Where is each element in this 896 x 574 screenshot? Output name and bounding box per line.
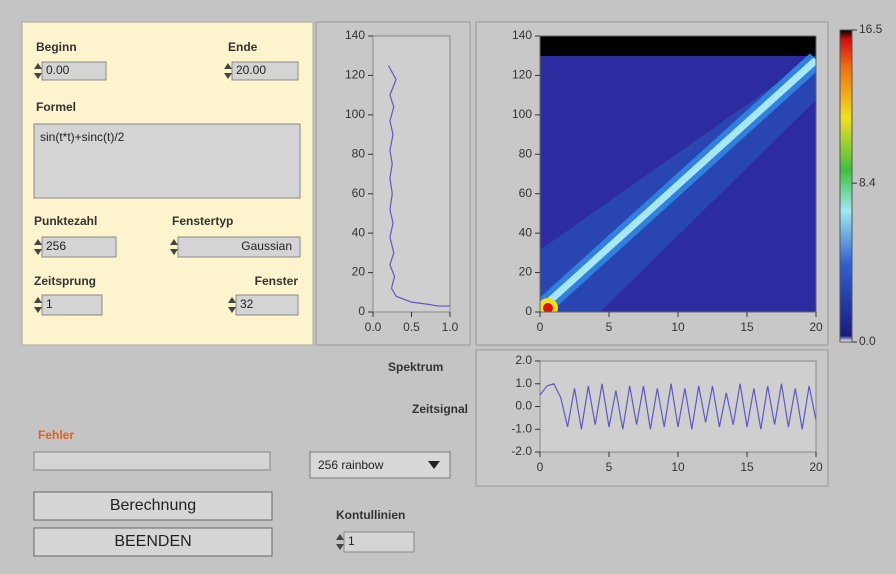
y-tick-label: 40 <box>519 225 533 239</box>
x-tick-label: 15 <box>740 320 754 334</box>
y-tick-label: -2.0 <box>511 444 532 458</box>
y-tick-label: 60 <box>352 186 366 200</box>
label: Punktezahl <box>34 214 97 228</box>
value: 1 <box>348 534 355 548</box>
label: Fenster <box>255 274 299 288</box>
x-tick-label: 10 <box>671 460 685 474</box>
value: 256 rainbow <box>318 458 384 472</box>
plot-area <box>373 36 450 312</box>
y-tick-label: -1.0 <box>511 421 532 435</box>
x-tick-label: 0 <box>537 320 544 334</box>
y-tick-label: 40 <box>352 225 366 239</box>
label: Kontullinien <box>336 508 405 522</box>
value: 1 <box>46 297 53 311</box>
error-label: Fehler <box>38 428 74 442</box>
x-tick-label: 0 <box>537 460 544 474</box>
x-tick-label: 20 <box>809 460 823 474</box>
spectrogram-image <box>538 36 816 318</box>
x-tick-label: 5 <box>606 320 613 334</box>
y-tick-label: 1.0 <box>515 376 532 390</box>
heatmap-top <box>540 36 816 56</box>
y-tick-label: 140 <box>512 28 532 42</box>
x-tick-label: 20 <box>809 320 823 334</box>
y-tick-label: 120 <box>512 68 532 82</box>
value: sin(t*t)+sinc(t)/2 <box>40 130 125 144</box>
value: 0.00 <box>46 63 70 77</box>
y-tick-label: 0 <box>525 304 532 318</box>
label: Ende <box>228 40 258 54</box>
value: Gaussian <box>241 239 292 253</box>
y-tick-label: 0 <box>358 304 365 318</box>
label: Zeitsprung <box>34 274 96 288</box>
value: 20.00 <box>236 63 266 77</box>
y-tick-label: 80 <box>519 146 533 160</box>
x-tick-label: 5 <box>606 460 613 474</box>
y-tick-label: 0.0 <box>859 334 876 348</box>
y-tick-label: 16.5 <box>859 22 883 36</box>
plot-area <box>540 361 816 452</box>
y-tick-label: 20 <box>519 265 533 279</box>
y-tick-label: 60 <box>519 186 533 200</box>
y-tick-label: 20 <box>352 265 366 279</box>
value: 32 <box>240 297 254 311</box>
button-label: BEENDEN <box>114 533 191 550</box>
y-tick-label: 8.4 <box>859 175 876 189</box>
y-tick-label: 2.0 <box>515 353 532 367</box>
y-tick-label: 100 <box>512 107 532 121</box>
colorbar <box>840 30 852 342</box>
x-tick-label: 15 <box>740 460 754 474</box>
y-tick-label: 100 <box>345 107 365 121</box>
front-panel: Beginn Ende 0.00 20.00 Formel sin(t*t)+s… <box>0 0 896 574</box>
y-tick-label: 0.0 <box>515 399 532 413</box>
value: 256 <box>46 239 66 253</box>
y-tick-label: 140 <box>345 28 365 42</box>
label: Formel <box>36 100 76 114</box>
label: Fenstertyp <box>172 214 233 228</box>
label: Beginn <box>36 40 77 54</box>
button-label: Berechnung <box>110 497 196 514</box>
x-tick-label: 0.0 <box>365 320 382 334</box>
chart-label: Zeitsignal <box>412 402 468 416</box>
x-tick-label: 10 <box>671 320 685 334</box>
x-tick-label: 0.5 <box>403 320 420 334</box>
x-tick-label: 1.0 <box>442 320 459 334</box>
y-tick-label: 80 <box>352 146 366 160</box>
error-box <box>34 452 270 470</box>
y-tick-label: 120 <box>345 68 365 82</box>
chart-label: Spektrum <box>388 360 443 374</box>
